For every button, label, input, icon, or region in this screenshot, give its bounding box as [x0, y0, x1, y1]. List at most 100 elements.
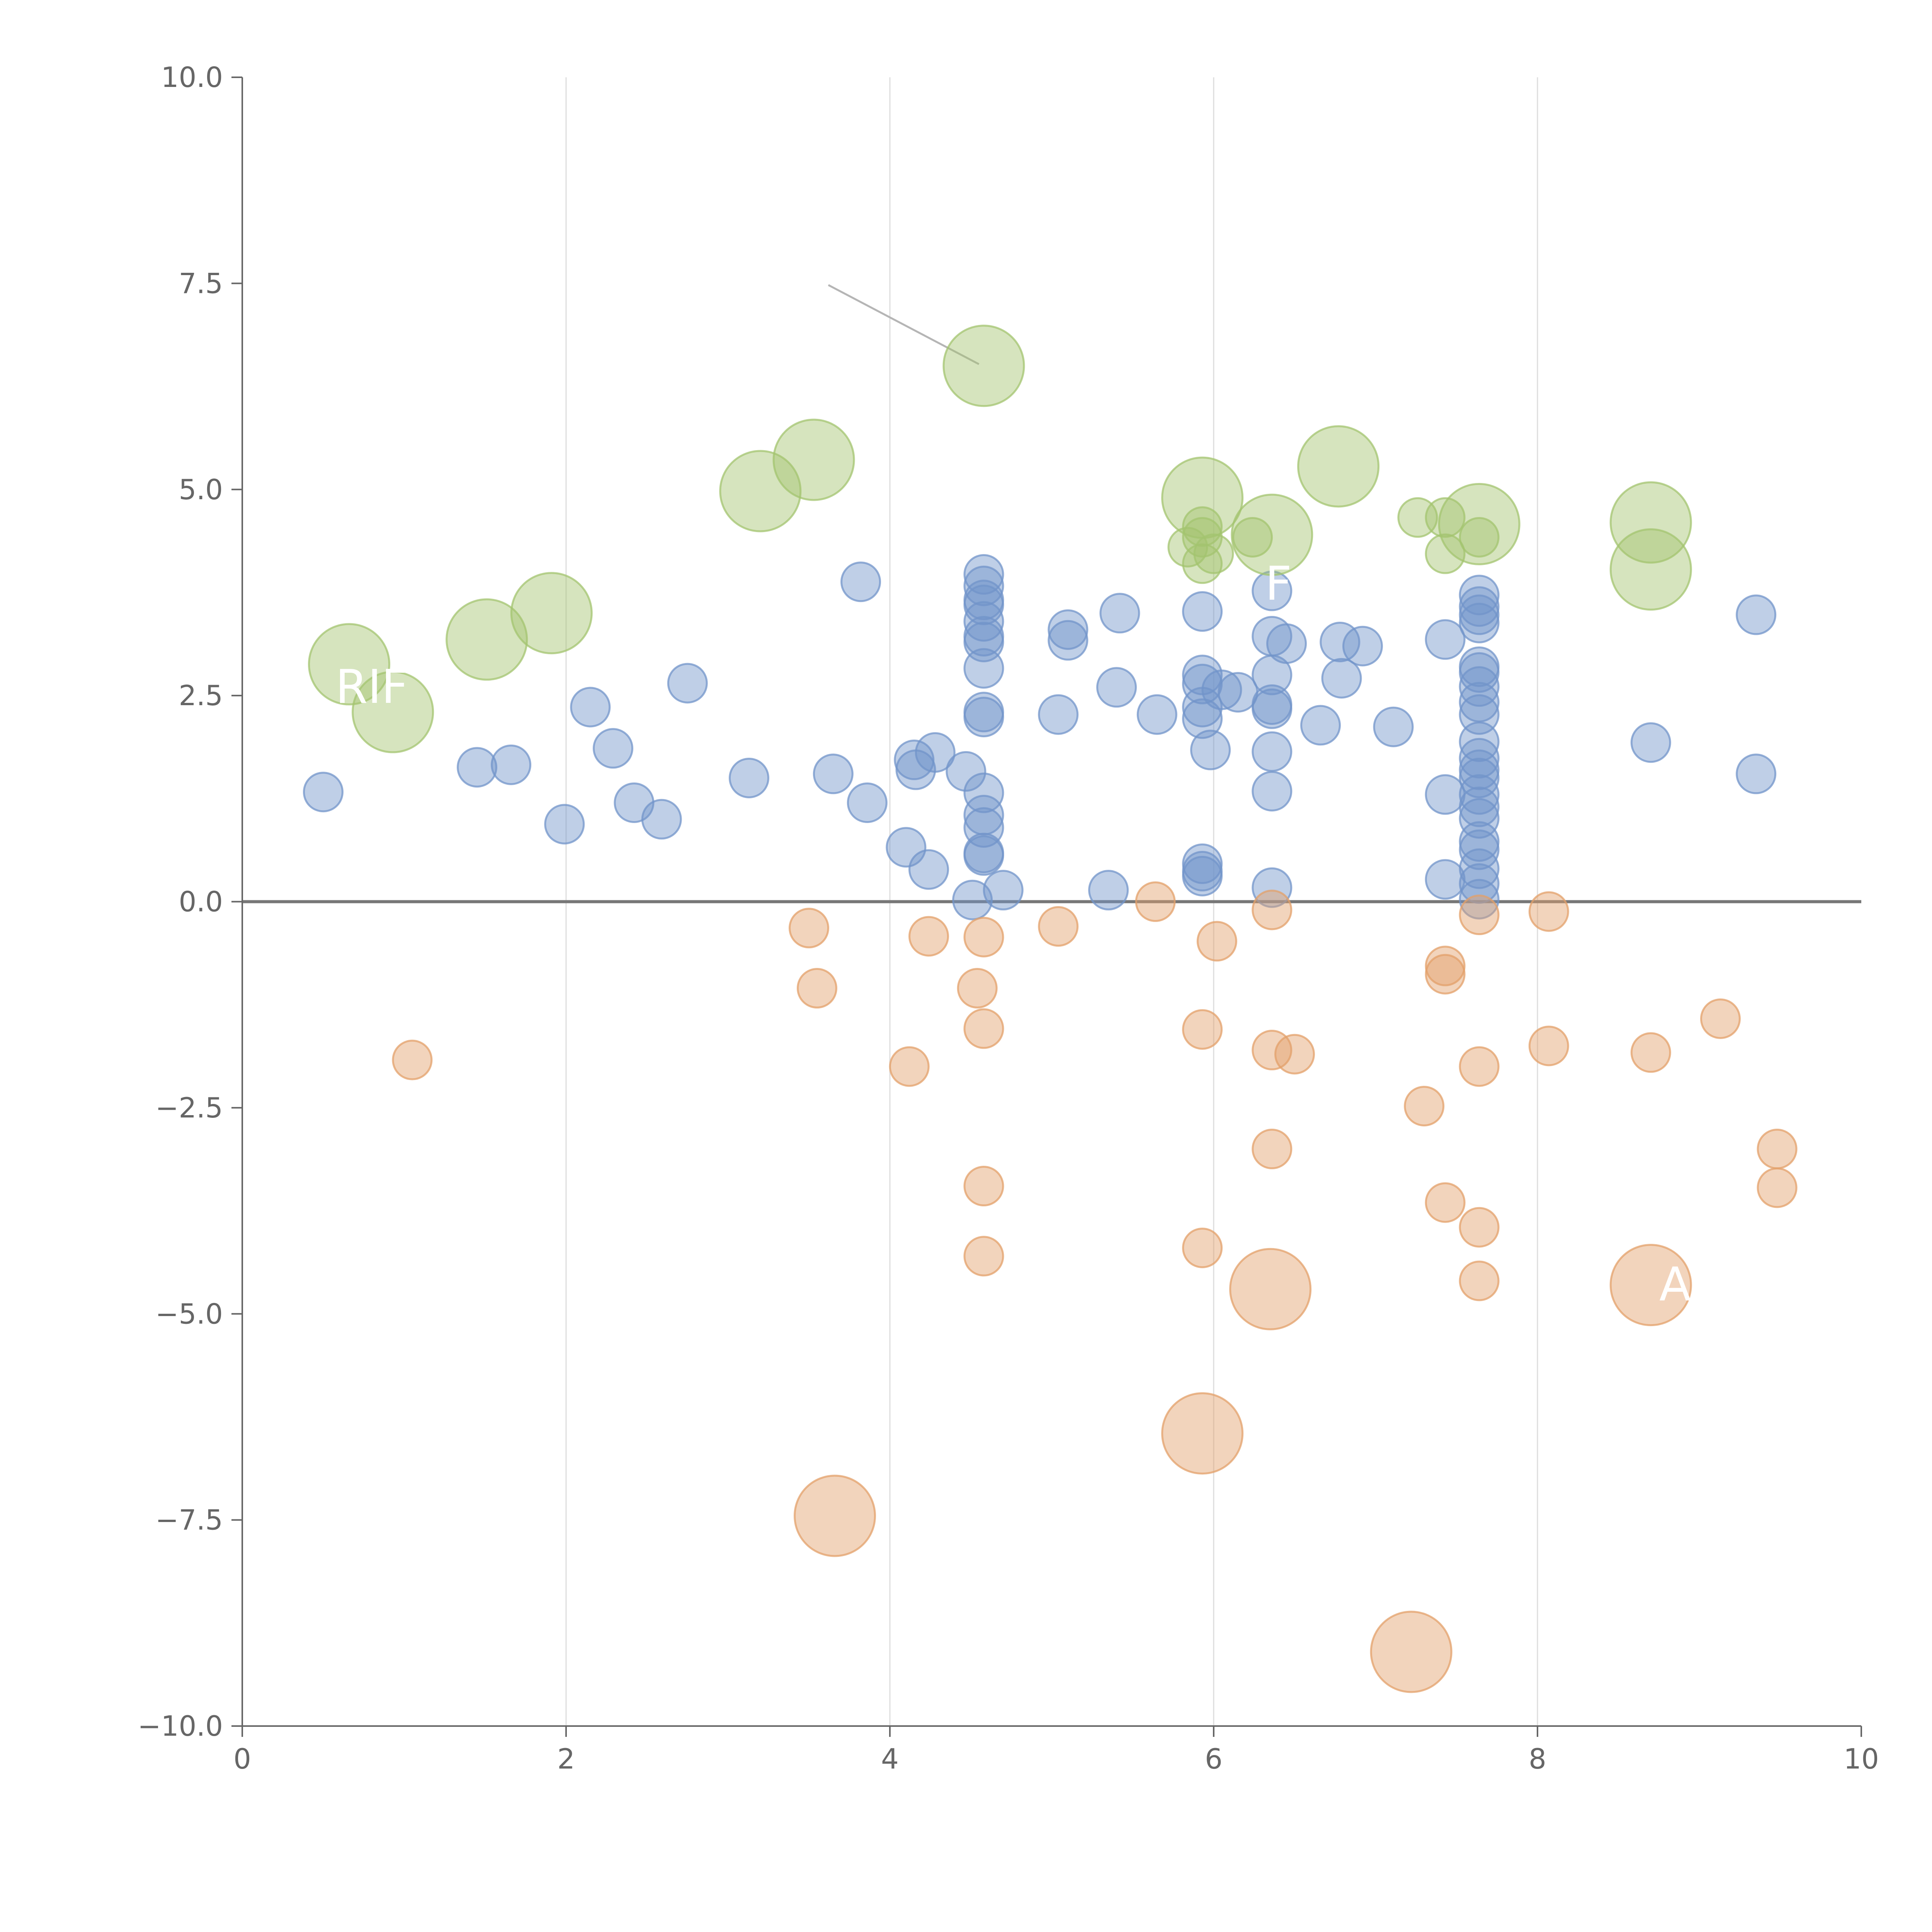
annotation-label: A: [1659, 1258, 1691, 1312]
blue-data-point: [1459, 602, 1500, 643]
orange-data-point: [1528, 1026, 1569, 1066]
blue-data-point: [1425, 859, 1466, 900]
blue-data-point: [1459, 721, 1500, 762]
x-tick-label: 2: [557, 1743, 575, 1775]
blue-data-point: [1096, 667, 1137, 708]
blue-data-point: [1252, 688, 1293, 729]
annotation-label-layer: RIF F A: [335, 557, 1691, 1311]
annotation-line-layer: [828, 284, 980, 365]
annotation-label: RIF: [335, 660, 408, 714]
blue-data-point: [1459, 749, 1500, 790]
orange-data-point: [1252, 1129, 1293, 1170]
x-tick-label: 8: [1529, 1743, 1546, 1775]
orange-data-point: [1252, 889, 1293, 930]
blue-data-point: [1459, 652, 1500, 693]
blue-data-point: [1252, 867, 1293, 908]
blue-data-point: [728, 757, 769, 798]
blue-data-point: [847, 782, 888, 823]
x-tick-label: 4: [881, 1743, 899, 1775]
orange-data-point: [796, 968, 837, 1009]
axis-layer: 10.0 7.5 5.0 2.5 0.0 −2.5 −5.0 −7.5 −10.0 0 2 4 6 8 10: [138, 61, 1879, 1775]
y-tick-label: 5.0: [179, 473, 223, 506]
y-tick-label: 7.5: [179, 267, 223, 299]
green-data-point: [308, 623, 391, 706]
blue-data-point: [983, 870, 1024, 911]
green-data-point: [1397, 497, 1438, 538]
y-tick-label: −10.0: [138, 1710, 223, 1742]
blue-data-point: [1252, 570, 1293, 611]
orange-data-point: [963, 1008, 1004, 1049]
blue-data-point: [1736, 753, 1777, 794]
blue-data-point: [1425, 619, 1466, 660]
orange-data-point: [789, 908, 829, 949]
orange-data-point: [963, 1236, 1004, 1277]
green-data-point: [1297, 425, 1380, 508]
blue-data-point: [963, 772, 1004, 813]
blue-data-point: [1459, 757, 1500, 798]
blue-data-point: [1182, 591, 1223, 632]
blue-data-point: [1252, 771, 1293, 812]
orange-data-point: [1459, 1260, 1500, 1301]
orange-data-point: [1274, 1034, 1315, 1075]
orange-data-point: [1459, 1046, 1500, 1087]
y-tick-label: 10.0: [161, 61, 223, 94]
y-tick-label: 0.0: [179, 886, 223, 918]
green-data-point: [942, 325, 1025, 407]
blue-data-point: [544, 804, 585, 845]
blue-data-point: [1459, 879, 1500, 920]
blue-data-point: [963, 601, 1004, 642]
blue-data-point: [1425, 774, 1466, 815]
orange-data-point: [1038, 906, 1079, 947]
blue-data-point: [1182, 698, 1223, 739]
blue-data-point: [1201, 669, 1242, 710]
orange-data-point: [1135, 881, 1176, 922]
blue-data-point: [1218, 672, 1259, 713]
blue-data-point: [1459, 786, 1500, 827]
annotation-line: [828, 284, 980, 365]
blue-data-point: [1459, 848, 1500, 889]
green-data-point: [1231, 493, 1313, 576]
green-data-point: [1193, 533, 1234, 574]
blue-data-point: [1459, 798, 1500, 839]
green-data-point: [772, 418, 855, 501]
blue-data-point: [457, 747, 498, 788]
orange-data-point: [1425, 1182, 1466, 1223]
blue-data-point: [1459, 863, 1500, 904]
orange-data-point: [1370, 1611, 1452, 1693]
blue-data-point: [813, 753, 854, 794]
orange-data-point: [1528, 891, 1569, 932]
points-layer: [303, 325, 1798, 1693]
orange-data-point: [1425, 946, 1466, 986]
green-data-point: [1182, 506, 1223, 547]
blue-data-point: [491, 744, 532, 785]
green-data-point: [1232, 517, 1273, 558]
green-data-point: [1459, 517, 1500, 558]
blue-data-point: [1099, 593, 1140, 634]
blue-data-point: [641, 799, 682, 840]
y-tick-label: −2.5: [155, 1092, 223, 1124]
blue-data-point: [908, 849, 949, 890]
blue-data-point: [963, 584, 1004, 625]
green-data-point: [510, 572, 593, 655]
blue-data-point: [303, 772, 344, 813]
blue-data-point: [593, 728, 634, 769]
orange-data-point: [1609, 1244, 1692, 1327]
blue-data-point: [1736, 594, 1777, 635]
orange-data-point: [1196, 921, 1237, 962]
green-data-point: [352, 671, 434, 753]
blue-data-point: [886, 827, 927, 868]
orange-data-point: [1161, 1392, 1244, 1475]
blue-data-point: [946, 751, 986, 792]
x-tick-label: 10: [1844, 1743, 1879, 1775]
orange-data-point: [957, 968, 998, 1009]
blue-data-point: [1321, 658, 1362, 699]
blue-data-point: [1048, 620, 1088, 661]
orange-data-point: [1459, 1207, 1500, 1248]
orange-data-point: [1425, 954, 1466, 995]
orange-data-point: [1700, 998, 1741, 1039]
orange-data-point: [1182, 1228, 1223, 1269]
orange-data-point: [1757, 1167, 1798, 1208]
blue-data-point: [1459, 586, 1500, 627]
